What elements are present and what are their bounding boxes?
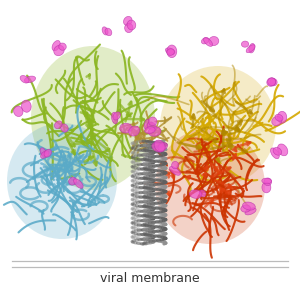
Ellipse shape xyxy=(203,38,212,46)
Ellipse shape xyxy=(201,38,209,44)
Ellipse shape xyxy=(167,45,177,58)
Ellipse shape xyxy=(249,44,255,53)
Ellipse shape xyxy=(120,123,132,133)
Ellipse shape xyxy=(154,140,165,152)
Ellipse shape xyxy=(245,208,256,215)
Ellipse shape xyxy=(147,122,156,131)
Ellipse shape xyxy=(127,20,136,30)
Ellipse shape xyxy=(264,178,272,186)
Ellipse shape xyxy=(102,27,108,35)
Ellipse shape xyxy=(105,28,112,36)
Ellipse shape xyxy=(242,41,249,47)
Ellipse shape xyxy=(112,112,118,124)
Ellipse shape xyxy=(262,178,272,184)
Ellipse shape xyxy=(113,112,120,120)
Ellipse shape xyxy=(199,190,206,197)
Ellipse shape xyxy=(145,127,155,133)
Ellipse shape xyxy=(7,123,117,239)
Ellipse shape xyxy=(272,117,282,126)
Ellipse shape xyxy=(278,111,287,123)
Ellipse shape xyxy=(189,190,202,198)
Ellipse shape xyxy=(40,151,49,158)
Ellipse shape xyxy=(243,202,255,210)
Ellipse shape xyxy=(262,182,271,193)
Ellipse shape xyxy=(268,78,276,86)
Ellipse shape xyxy=(40,148,46,156)
Ellipse shape xyxy=(69,177,76,185)
Ellipse shape xyxy=(61,124,68,132)
Ellipse shape xyxy=(24,76,35,83)
Ellipse shape xyxy=(160,66,276,186)
Ellipse shape xyxy=(148,117,157,126)
Ellipse shape xyxy=(270,79,277,86)
Ellipse shape xyxy=(44,149,51,157)
Ellipse shape xyxy=(271,148,279,159)
Ellipse shape xyxy=(158,143,167,151)
Ellipse shape xyxy=(74,179,83,188)
Ellipse shape xyxy=(172,161,178,169)
Ellipse shape xyxy=(152,142,164,152)
Ellipse shape xyxy=(267,78,276,86)
Ellipse shape xyxy=(54,45,64,56)
Ellipse shape xyxy=(14,106,23,117)
Ellipse shape xyxy=(209,36,219,46)
Ellipse shape xyxy=(275,114,283,121)
Ellipse shape xyxy=(55,121,62,129)
Ellipse shape xyxy=(155,128,265,244)
Ellipse shape xyxy=(20,75,29,83)
Ellipse shape xyxy=(125,23,133,33)
Ellipse shape xyxy=(124,16,132,25)
Ellipse shape xyxy=(31,46,155,190)
Ellipse shape xyxy=(273,147,282,155)
Ellipse shape xyxy=(241,205,251,212)
Text: viral membrane: viral membrane xyxy=(100,273,200,286)
Ellipse shape xyxy=(165,48,175,54)
Ellipse shape xyxy=(59,43,66,50)
Ellipse shape xyxy=(278,144,288,156)
Ellipse shape xyxy=(167,49,174,55)
Ellipse shape xyxy=(148,127,161,136)
Ellipse shape xyxy=(144,119,149,129)
Ellipse shape xyxy=(129,126,140,136)
Ellipse shape xyxy=(52,41,60,51)
Ellipse shape xyxy=(169,167,180,175)
Ellipse shape xyxy=(22,100,31,112)
Ellipse shape xyxy=(246,45,255,53)
